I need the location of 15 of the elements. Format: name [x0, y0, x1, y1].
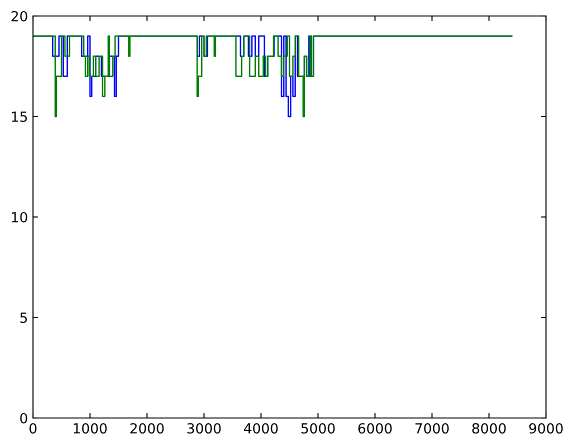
- y-tick-label: 0: [20, 412, 28, 424]
- x-tick-label: 9000: [529, 423, 563, 434]
- x-tick-label: 6000: [358, 423, 392, 434]
- x-tick-label: 5000: [301, 423, 335, 434]
- x-tick-label: 3000: [187, 423, 221, 434]
- x-tick-label: 7000: [415, 423, 449, 434]
- x-tick-label: 4000: [244, 423, 278, 434]
- y-tick-label: 20: [11, 10, 28, 22]
- y-tick-label: 5: [20, 312, 27, 323]
- y-tick-label: 10: [12, 212, 28, 222]
- x-tick-label: 2000: [130, 423, 164, 434]
- y-tick-label: 15: [12, 112, 27, 122]
- x-tick-label: 0: [29, 423, 36, 434]
- x-tick-label: 1000: [74, 423, 107, 434]
- x-tick-label: 8000: [472, 423, 506, 434]
